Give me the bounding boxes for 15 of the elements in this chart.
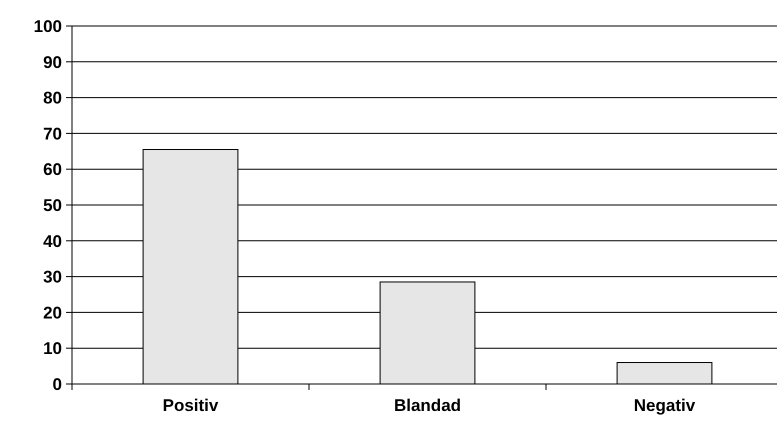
y-tick-label: 40 [43, 232, 62, 251]
y-tick-label: 10 [43, 339, 62, 358]
y-tick-label: 50 [43, 196, 62, 215]
y-tick-label: 30 [43, 268, 62, 287]
x-tick-label: Positiv [162, 396, 219, 415]
x-tick-label: Negativ [634, 396, 696, 415]
y-tick-label: 80 [43, 88, 62, 108]
x-tick-label: Blandad [394, 396, 462, 415]
bar [616, 362, 712, 384]
y-tick-label: 20 [43, 303, 62, 322]
y-tick-label: 70 [43, 124, 62, 144]
y-tick-label: 60 [43, 160, 62, 180]
y-tick-label: 90 [43, 52, 62, 72]
y-tick-label: 100 [34, 16, 62, 36]
y-tick-label: 0 [52, 374, 62, 394]
